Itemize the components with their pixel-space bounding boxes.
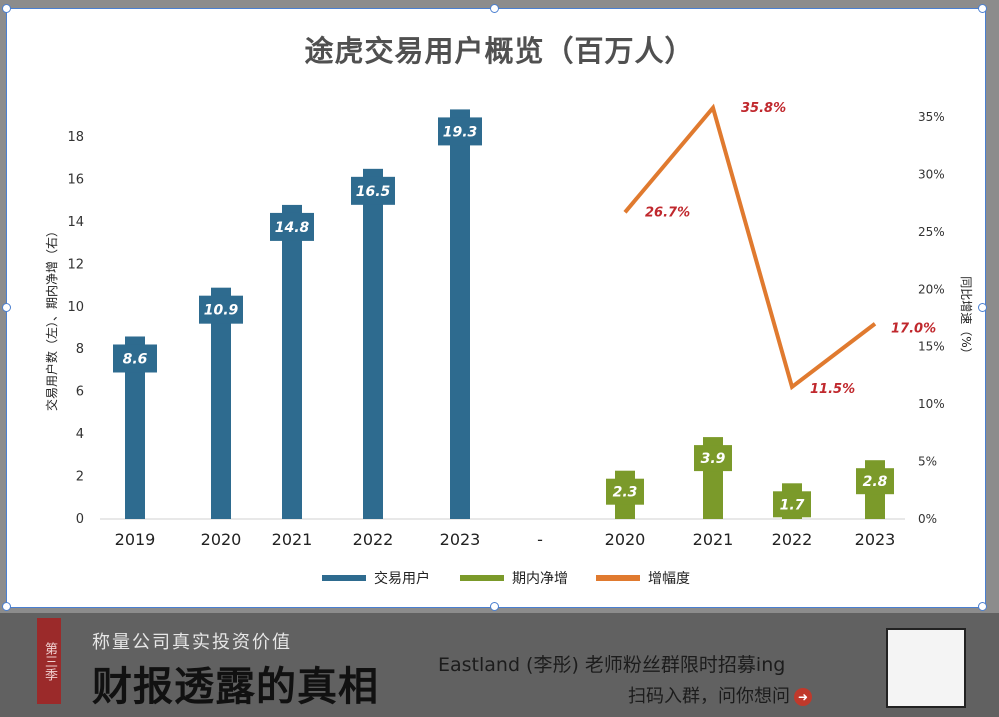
chart-plot: 0 2 4 6 8 10 12 14 16 18 0% 5% 10% 15% 20% 25% 30% 35% 交易用… [44, 101, 973, 587]
net-add-bar-label-box [606, 478, 644, 505]
growth-data-label: 26.7% [645, 205, 690, 220]
y-left-tick-label: 6 [76, 385, 84, 400]
resize-handle-br[interactable] [978, 602, 987, 611]
y-right-tick-label: 5% [918, 455, 937, 469]
y-right-tick-label: 10% [918, 397, 945, 411]
resize-handle-tr[interactable] [978, 4, 987, 13]
x-tick-label: 2023 [855, 530, 896, 549]
y-left-axis-title: 交易用户数（左）、期内净增（右） [44, 225, 59, 411]
user-bar-label: 8.6 [123, 351, 148, 367]
user-bar-label: 10.9 [204, 303, 239, 319]
net-add-bar-label: 2.8 [863, 474, 888, 490]
resize-handle-bm[interactable] [490, 602, 499, 611]
user-bar-label: 19.3 [443, 124, 478, 140]
x-tick-label: - [537, 530, 543, 549]
x-tick-label: 2020 [605, 530, 646, 549]
growth-line [623, 103, 877, 391]
growth-data-label: 35.8% [741, 101, 786, 116]
y-right-tick-label: 20% [918, 282, 945, 296]
user-bar [363, 168, 383, 520]
qr-code[interactable] [886, 628, 966, 708]
user-bar-label: 14.8 [275, 220, 310, 236]
chart-title: 途虎交易用户概览（百万人） [304, 34, 695, 68]
growth-data-label: 17.0% [891, 322, 936, 337]
user-bar [211, 287, 231, 519]
net-add-bar-label-box [694, 445, 732, 472]
x-tick-label: 2023 [440, 530, 481, 549]
y-right-tick-label: 15% [918, 340, 945, 354]
season-tag: 第三季 [37, 618, 61, 704]
y-right-tick-label: 35% [918, 110, 945, 124]
user-bar-label-box [270, 212, 314, 241]
promo-cta[interactable]: 扫码入群，问你想问 ➜ [628, 682, 812, 708]
y-left-tick-label: 0 [76, 512, 84, 527]
net-add-bar-label-box [773, 491, 811, 518]
y-left-tick-label: 14 [67, 215, 84, 230]
legend-label: 交易用户 [374, 570, 430, 587]
chart-frame[interactable] [6, 8, 986, 608]
arrow-right-icon[interactable]: ➜ [794, 688, 812, 706]
x-tick-label: 2020 [201, 530, 242, 549]
x-tick-label: 2019 [115, 530, 156, 549]
net-add-bar-label-box [856, 468, 894, 495]
y-right-tick-label: 0% [918, 512, 937, 526]
legend-label: 增幅度 [648, 571, 690, 587]
net-add-bar-label: 1.7 [780, 497, 805, 513]
y-left-tick-label: 12 [67, 257, 84, 272]
growth-data-label: 11.5% [810, 382, 855, 397]
y-left-tick-label: 16 [67, 172, 84, 187]
user-bar [125, 336, 145, 519]
legend-label: 期内净增 [512, 571, 568, 587]
y-left-tick-label: 18 [67, 130, 84, 145]
legend-swatch [460, 575, 504, 581]
x-tick-label: 2022 [772, 530, 813, 549]
user-bar-label-box [199, 295, 243, 324]
user-bar-label-box [438, 117, 482, 146]
x-tick-label: 2021 [693, 530, 734, 549]
resize-handle-bl[interactable] [2, 602, 11, 611]
net-add-bar-label: 2.3 [613, 485, 638, 501]
y-right-tick-label: 30% [918, 167, 945, 181]
net-add-bar-label: 3.9 [701, 451, 726, 467]
y-right-axis-title: 同比增速（%） [959, 276, 973, 359]
promo-cta-label: 扫码入群，问你想问 [628, 686, 790, 707]
y-right-tick-label: 25% [918, 225, 945, 239]
resize-handle-tm[interactable] [490, 4, 499, 13]
promo-text[interactable]: Eastland (李彤) 老师粉丝群限时招募ing [438, 654, 786, 676]
user-bar-label: 16.5 [356, 184, 391, 200]
user-bar [450, 109, 470, 520]
user-bar-label-box [113, 344, 157, 373]
slogan-big: 财报透露的真相 [92, 663, 379, 710]
user-bar [282, 204, 302, 519]
legend-swatch [322, 575, 366, 581]
y-left-tick-label: 2 [76, 470, 84, 485]
resize-handle-tl[interactable] [2, 4, 11, 13]
user-bar-label-box [351, 176, 395, 205]
y-left-tick-label: 8 [76, 342, 84, 357]
y-left-tick-label: 4 [76, 427, 84, 442]
legend-swatch [596, 575, 640, 581]
resize-handle-ml[interactable] [2, 303, 11, 312]
footer-banner [0, 613, 999, 717]
x-tick-label: 2021 [272, 530, 313, 549]
y-left-tick-label: 10 [67, 300, 84, 315]
resize-handle-mr[interactable] [978, 303, 987, 312]
slogan-small: 称量公司真实投资价值 [92, 632, 292, 653]
x-tick-label: 2022 [353, 530, 394, 549]
